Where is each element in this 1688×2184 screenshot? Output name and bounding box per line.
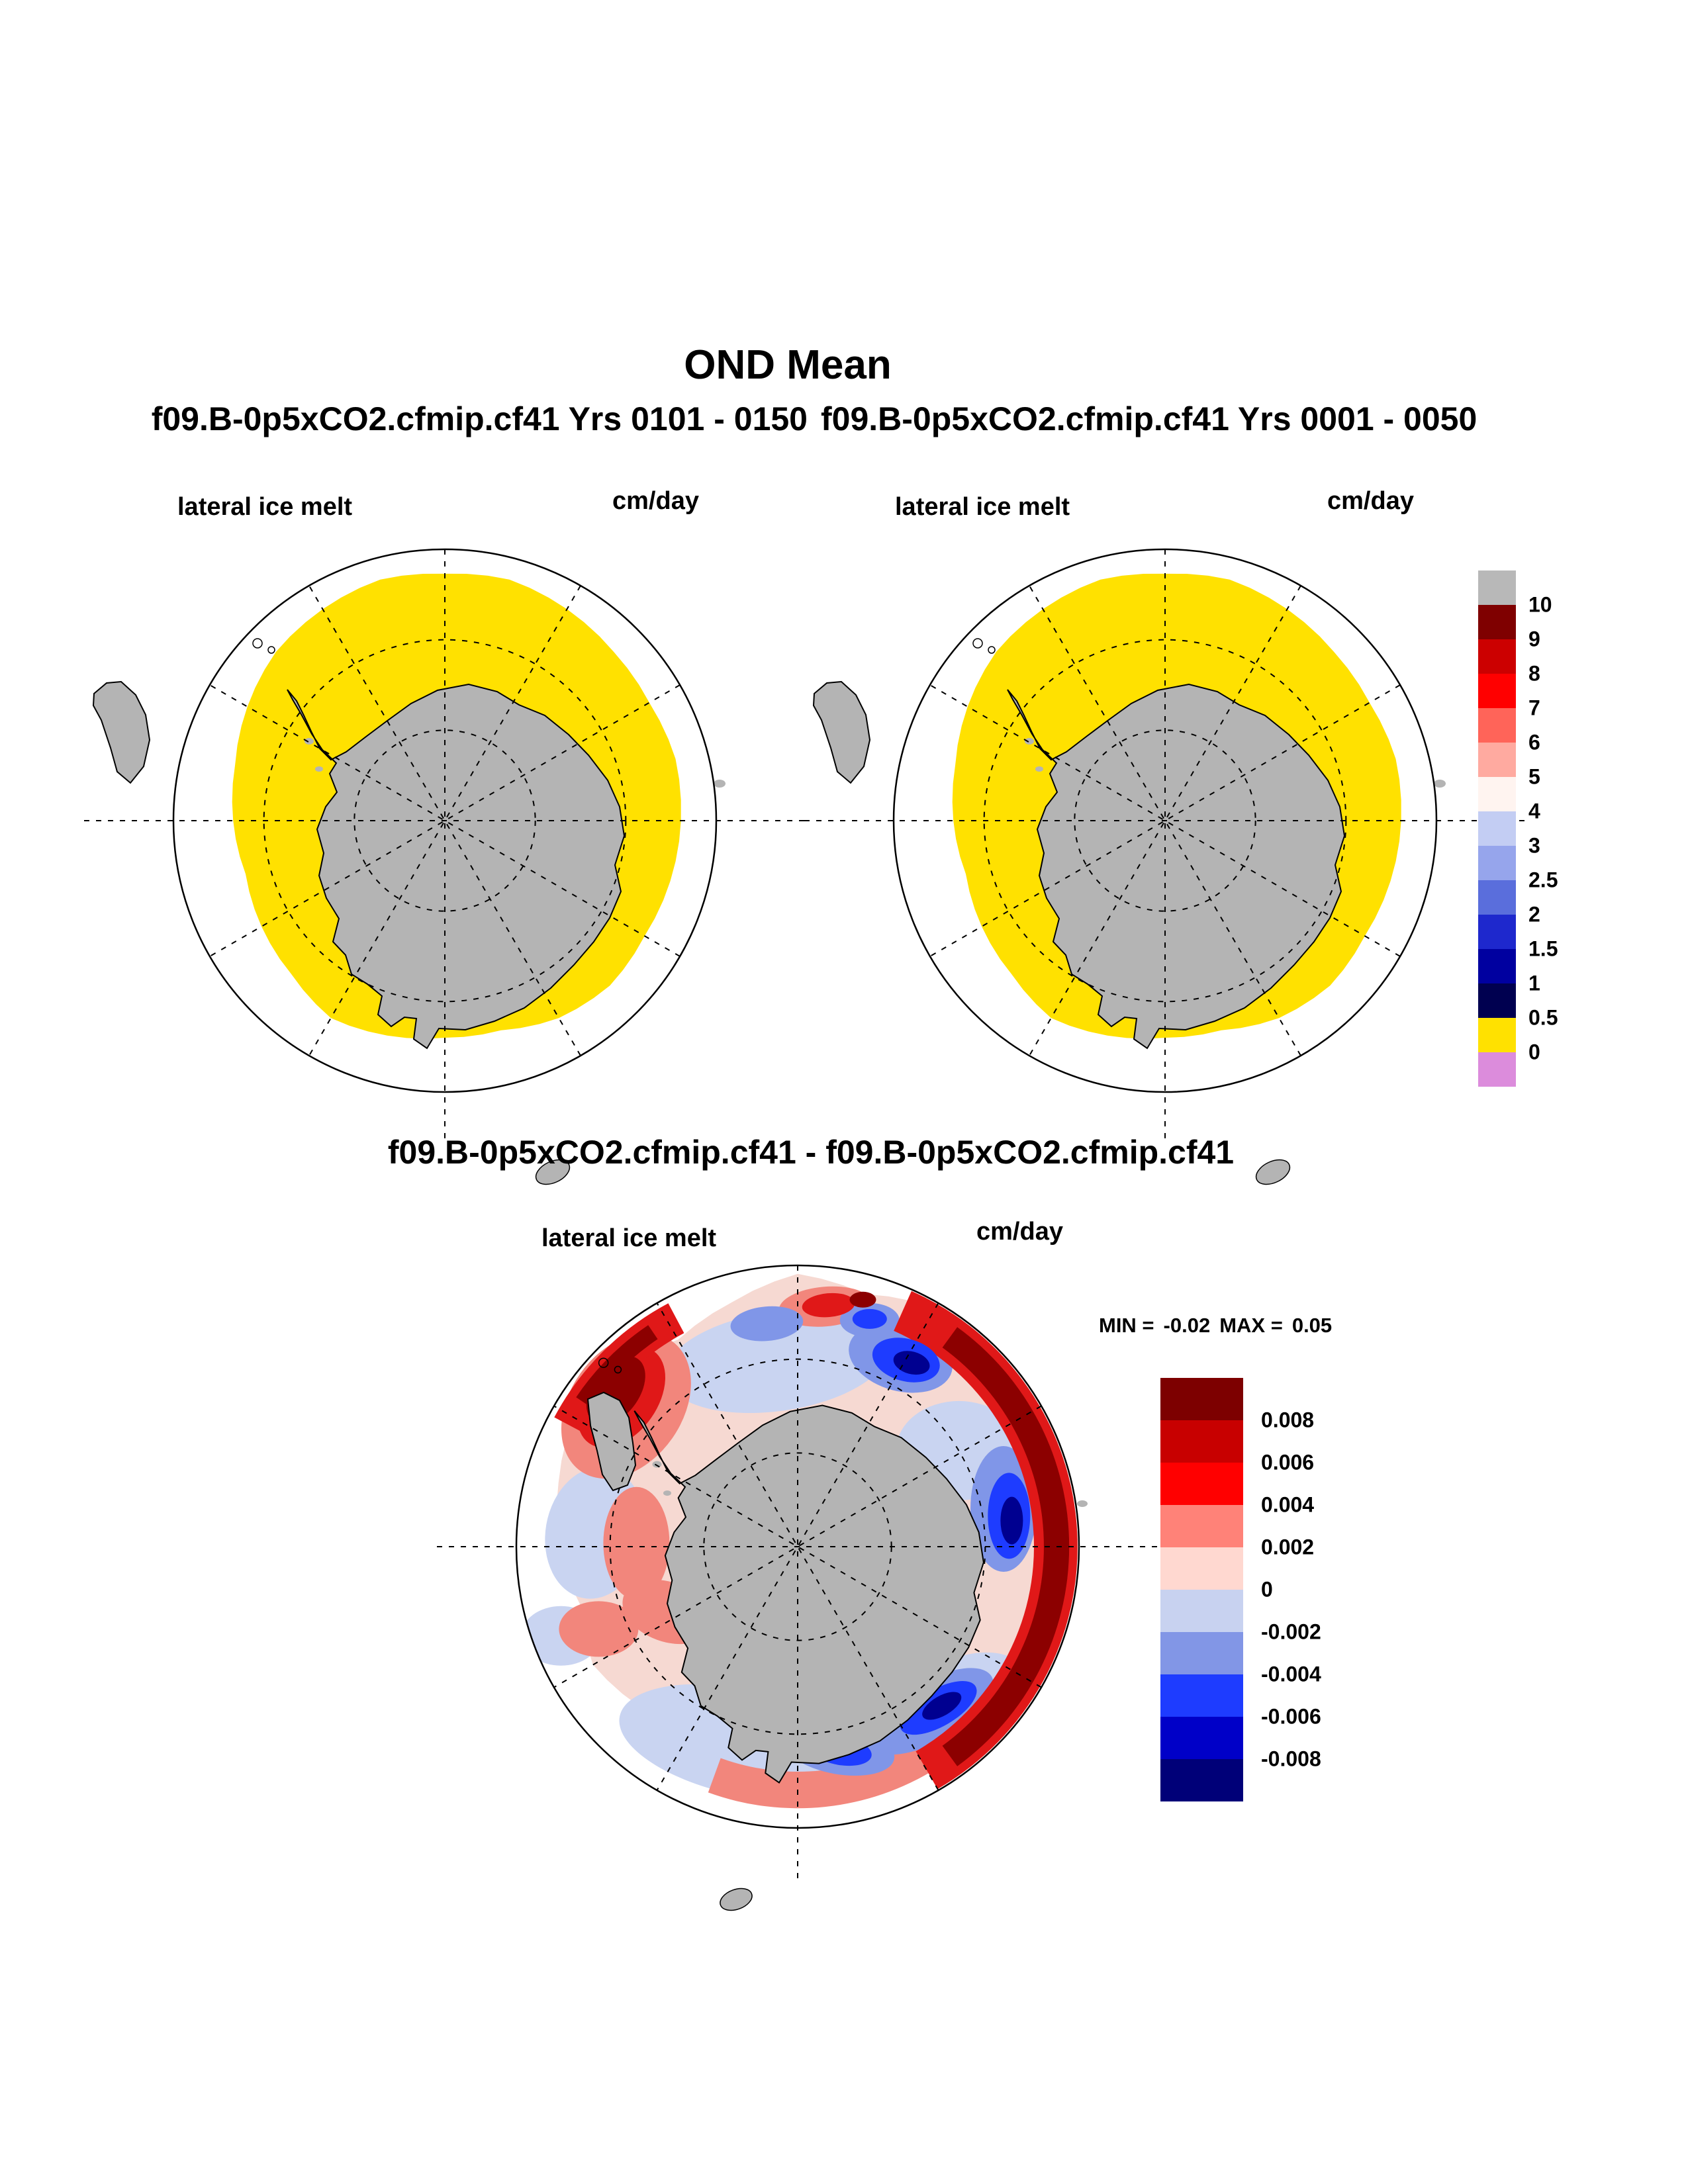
contour-squiggle — [598, 1357, 609, 1368]
contour-squiggle — [252, 638, 263, 649]
colorbar-cell — [1160, 1632, 1243, 1674]
colorbar-cell — [1478, 846, 1516, 880]
south-america-tip — [586, 1391, 637, 1492]
colorbar-cell — [1478, 674, 1516, 708]
colorbar-tick-label: 8 — [1528, 661, 1540, 686]
edge-island — [1255, 1159, 1291, 1185]
colorbar-tick-label: 2.5 — [1528, 868, 1558, 892]
south-america-tip — [812, 680, 871, 784]
map-boundary-circle — [892, 548, 1438, 1093]
colorbar-cell — [1478, 915, 1516, 949]
colorbar-tick-label: 7 — [1528, 696, 1540, 720]
antarctica-landmass — [287, 683, 626, 1050]
difference-title: f09.B-0p5xCO2.cfmip.cf41 - f09.B-0p5xCO2… — [387, 1134, 1235, 1171]
colorbar-tick-label: 4 — [1528, 799, 1540, 823]
colorbar-main: 10 9 8 7 6 5 4 3 2.5 2 1.5 1 0.5 0 — [1478, 570, 1650, 1093]
diff-panel-units-label: cm/day — [976, 1218, 1063, 1246]
colorbar-cell — [1160, 1717, 1243, 1759]
colorbar-cell — [1478, 949, 1516, 983]
colorbar-tick-label: 1.5 — [1528, 936, 1558, 961]
colorbar-tick-label: 0.004 — [1261, 1492, 1315, 1517]
figure-title: OND Mean — [684, 342, 892, 388]
subtitle-run-right: f09.B-0p5xCO2.cfmip.cf41 Yrs 0001 - 0050 — [821, 400, 1477, 437]
colorbar-cell — [1160, 1674, 1243, 1717]
colorbar-tick-label: 5 — [1528, 764, 1540, 789]
colorbar-tick-label: -0.002 — [1261, 1619, 1321, 1644]
colorbar-cell — [1478, 605, 1516, 639]
colorbar-tick-label: 10 — [1528, 592, 1552, 617]
colorbar-cell — [1478, 1018, 1516, 1052]
colorbar-tick-label: 2 — [1528, 902, 1540, 927]
graticule — [437, 1265, 1158, 1881]
map-left-panel — [84, 548, 806, 1185]
colorbar-tick-label: 9 — [1528, 627, 1540, 651]
antarctica-landmass — [633, 1404, 984, 1784]
peripheral-land — [92, 680, 726, 1185]
colorbar-tick-label: 3 — [1528, 833, 1540, 858]
colorbar-cell — [1478, 570, 1516, 605]
minmax-readout: MIN = -0.02 MAX = 0.05 — [1099, 1314, 1341, 1338]
map-right-panel — [804, 548, 1526, 1185]
colorbar-cell — [1478, 743, 1516, 777]
colorbar-cell — [1160, 1420, 1243, 1463]
peripheral-land — [812, 680, 1446, 1185]
colorbar-tick-label: 6 — [1528, 730, 1540, 754]
subtitle-run-left: f09.B-0p5xCO2.cfmip.cf41 Yrs 0101 - 0150 — [151, 400, 808, 437]
south-america-tip — [92, 680, 151, 784]
contour-squiggle — [988, 646, 996, 654]
colorbar-cell — [1160, 1590, 1243, 1632]
colorbar-cell — [1478, 811, 1516, 846]
map-boundary-circle — [172, 548, 718, 1093]
right-panel-units-label: cm/day — [1327, 487, 1414, 515]
colorbar-tick-label: 0 — [1261, 1577, 1273, 1602]
colorbar-tick-label: 0.008 — [1261, 1408, 1315, 1432]
colorbar-tick-label: 0.006 — [1261, 1450, 1315, 1475]
colorbar-cell — [1160, 1378, 1243, 1420]
min-label: MIN = — [1099, 1314, 1154, 1337]
colorbar-cell — [1478, 639, 1516, 674]
colorbar-tick-label: 0.5 — [1528, 1005, 1558, 1030]
graticule — [804, 549, 1526, 1145]
colorbar-diff: 0.008 0.006 0.004 0.002 0 -0.002 -0.004 -0.006 -… — [1160, 1378, 1379, 1808]
colorbar-cell — [1160, 1505, 1243, 1547]
antarctica-landmass — [1007, 683, 1346, 1050]
left-panel-field-label: lateral ice melt — [177, 493, 353, 521]
peripheral-land — [586, 1391, 1088, 1911]
contour-squiggle — [614, 1365, 622, 1374]
map-diff-panel — [437, 1264, 1158, 1911]
figure-subtitle: f09.B-0p5xCO2.cfmip.cf41 Yrs 0101 - 0150… — [0, 400, 1628, 438]
contour-squiggle — [972, 638, 983, 649]
contour-squiggle — [267, 646, 275, 654]
colorbar-tick-label: 0 — [1528, 1040, 1540, 1064]
graticule — [84, 549, 806, 1145]
colorbar-cell — [1478, 1052, 1516, 1087]
map-boundary-circle — [515, 1264, 1080, 1829]
colorbar-tick-label: 1 — [1528, 971, 1540, 995]
edge-island — [535, 1159, 571, 1185]
colorbar-tick-label: 0.002 — [1261, 1535, 1315, 1559]
colorbar-tick-label: -0.008 — [1261, 1747, 1321, 1771]
colorbar-cell — [1160, 1547, 1243, 1590]
max-label: MAX = — [1219, 1314, 1283, 1337]
colorbar-cell — [1478, 708, 1516, 743]
colorbar-tick-label: -0.004 — [1261, 1662, 1321, 1686]
left-panel-units-label: cm/day — [612, 487, 699, 515]
colorbar-cell — [1478, 777, 1516, 811]
edge-island — [720, 1888, 753, 1911]
diff-panel-field-label: lateral ice melt — [541, 1224, 717, 1252]
max-value: 0.05 — [1291, 1314, 1333, 1337]
colorbar-cell — [1160, 1759, 1243, 1801]
colorbar-cell — [1478, 880, 1516, 915]
right-panel-field-label: lateral ice melt — [895, 493, 1070, 521]
colorbar-cell — [1478, 983, 1516, 1018]
colorbar-cell — [1160, 1463, 1243, 1505]
colorbar-tick-label: -0.006 — [1261, 1704, 1321, 1729]
min-value: -0.02 — [1163, 1314, 1211, 1337]
